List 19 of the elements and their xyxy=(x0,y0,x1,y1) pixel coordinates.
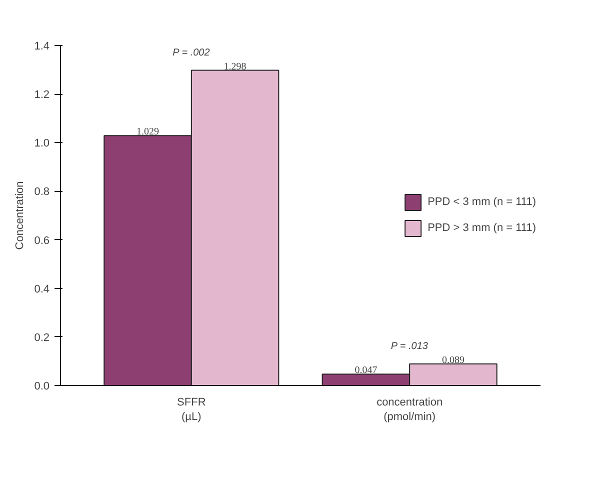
text: 1.0 xyxy=(34,138,50,150)
y-tick-label: 0.2 xyxy=(34,332,50,344)
data-label: 0.047 xyxy=(354,365,378,376)
y-tick-label: 0.4 xyxy=(34,283,50,296)
y-axis-title: Concentration xyxy=(14,181,26,250)
y-tick-label: 0.8 xyxy=(34,186,50,198)
data-label: 1.029 xyxy=(136,126,160,138)
data-label: 0.089 xyxy=(442,354,464,366)
annotation: P = .013 xyxy=(390,340,428,352)
y-tick-label: 1.4 xyxy=(34,40,50,52)
x-tick-label: SFFR (µL) xyxy=(177,396,206,423)
legend-label: PPD > 3 mm (n = 111) xyxy=(428,222,536,234)
text: 0.0 xyxy=(34,380,50,392)
y-tick-label: 1.2 xyxy=(34,89,50,102)
x-tick-label: concentration (pmol/min) xyxy=(376,396,443,423)
annotation: P = .002 xyxy=(172,47,210,58)
legend-label: PPD < 3 mm (n = 111) xyxy=(428,196,536,208)
y-tick-label: 0.6 xyxy=(34,234,50,247)
data-label: 1.298 xyxy=(224,61,246,72)
